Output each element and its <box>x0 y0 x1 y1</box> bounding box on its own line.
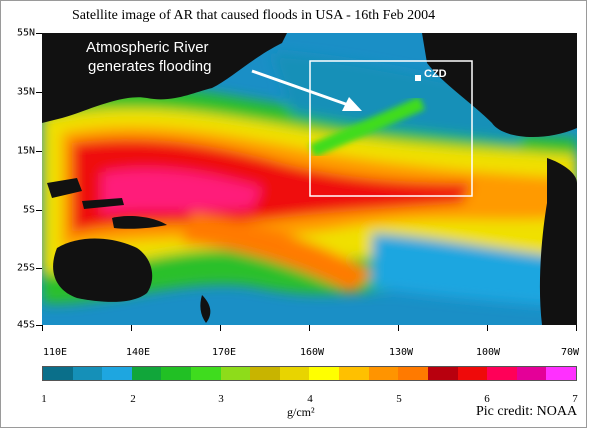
colorbar-segment <box>43 367 73 380</box>
colorbar-segment <box>398 367 428 380</box>
lat-tick <box>36 210 42 211</box>
colorbar-segment <box>457 367 488 380</box>
colorbar-segment <box>487 367 517 380</box>
lon-tick <box>309 325 310 331</box>
lon-label: 130W <box>388 347 414 358</box>
atmospheric-river <box>309 96 425 158</box>
water-vapor-map: Atmospheric River generates flooding CZD <box>42 33 577 325</box>
colorbar-segment <box>309 367 340 380</box>
lat-label: 45S <box>16 319 35 331</box>
lat-tick <box>36 325 42 326</box>
colorbar-segment <box>131 367 162 380</box>
dry-subtropics-north <box>272 53 522 143</box>
new-zealand-landmass <box>200 295 211 323</box>
lon-tick <box>131 325 132 331</box>
annotation-line-1: Atmospheric River <box>86 39 209 56</box>
australia-landmass <box>53 238 153 302</box>
figure-title: Satellite image of AR that caused floods… <box>72 8 436 23</box>
colorbar-segment <box>368 367 399 380</box>
asia-landmass <box>42 33 287 123</box>
colorbar-segment <box>161 367 192 380</box>
lon-label: 100W <box>475 347 501 358</box>
colorbar-segment <box>102 367 132 380</box>
lat-label: 5S <box>22 204 35 216</box>
colorbar-segment <box>427 367 458 380</box>
czd-station-marker <box>415 75 421 81</box>
colorbar-segment <box>220 367 251 380</box>
lat-tick <box>36 268 42 269</box>
colorbar-tick-label: 3 <box>218 393 224 405</box>
north-america-landmass <box>422 33 577 138</box>
lon-label: 110E <box>42 347 68 358</box>
colorbar-segment <box>72 367 103 380</box>
lon-label: 140E <box>125 347 151 358</box>
czd-station-label: CZD <box>424 68 447 80</box>
dry-subtropics-south <box>372 233 577 308</box>
colorbar-segment <box>250 367 280 380</box>
indonesia-islands <box>47 178 124 209</box>
lon-tick <box>42 325 43 331</box>
colorbar-segment <box>516 367 547 380</box>
colorbar-segment <box>546 367 576 380</box>
lat-label: 15N <box>16 145 35 157</box>
lon-label: 160W <box>299 347 325 358</box>
colorbar-tick-label: 4 <box>307 393 313 405</box>
colorbar-tick-label: 2 <box>130 393 136 405</box>
lat-tick <box>36 151 42 152</box>
colorbar-unit-label: g/cm² <box>287 405 315 419</box>
highlight-box <box>309 60 473 197</box>
lon-label: 170E <box>211 347 237 358</box>
lat-label: 25S <box>16 262 35 274</box>
lat-label: 55N <box>16 27 35 39</box>
new-guinea-landmass <box>112 215 167 229</box>
lat-label: 35N <box>16 86 35 98</box>
annotation-arrowhead <box>342 97 362 111</box>
colorbar-segment <box>191 367 221 380</box>
colorbar-segment <box>339 367 369 380</box>
annotation-arrow-shaft <box>251 69 355 109</box>
spcz-band <box>182 213 372 293</box>
colorbar-tick-label: 6 <box>484 393 490 405</box>
annotation-line-2: generates flooding <box>88 58 211 75</box>
lon-tick <box>576 325 577 331</box>
colorbar-segment <box>279 367 310 380</box>
lat-tick <box>36 33 42 34</box>
lon-tick <box>398 325 399 331</box>
colorbar-tick-label: 5 <box>396 393 402 405</box>
picture-credit: Pic credit: NOAA <box>476 404 578 419</box>
south-america-landmass <box>539 158 577 325</box>
lon-tick <box>487 325 488 331</box>
lat-tick <box>36 92 42 93</box>
colorbar-tick-label: 7 <box>572 393 578 405</box>
moist-band-magenta <box>102 168 262 213</box>
lon-label: 70W <box>560 347 580 358</box>
lon-tick <box>220 325 221 331</box>
colorbar-tick-label: 1 <box>41 393 47 405</box>
color-scale-bar <box>42 366 577 381</box>
